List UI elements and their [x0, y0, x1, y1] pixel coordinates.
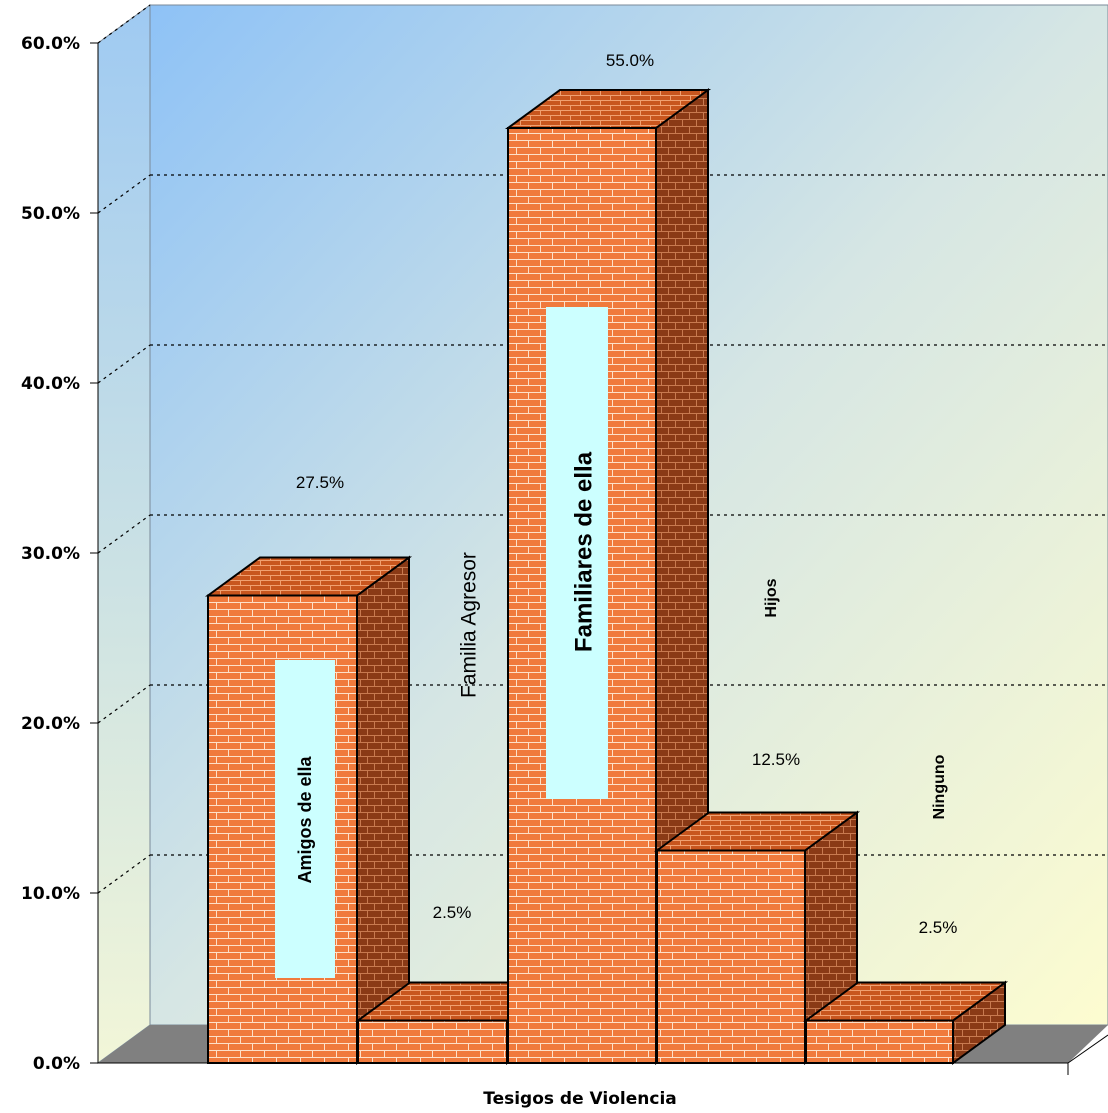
bar: [357, 1019, 508, 1064]
y-tick-label: 50.0%: [21, 204, 80, 224]
data-label: 55.0%: [606, 51, 654, 70]
x-axis-end-diag: [1067, 1034, 1108, 1064]
y-tick-label: 30.0%: [21, 544, 80, 564]
category-label: Familia Agresor: [458, 552, 481, 698]
bar-side: [356, 555, 410, 1065]
data-label: 2.5%: [919, 918, 958, 937]
category-label: Familiares de ella: [570, 451, 597, 652]
side-wall: [97, 4, 151, 1064]
category-label: Hijos: [763, 578, 780, 617]
category-label-box: [275, 660, 335, 978]
x-axis-title: Tesigos de Violencia: [483, 1089, 677, 1109]
y-tick-label: 60.0%: [21, 34, 80, 54]
y-tick-label: 40.0%: [21, 374, 80, 394]
y-axis: 0.0% 10.0% 20.0% 30.0% 40.0% 50.0% 60.0%: [21, 34, 99, 1074]
category-label-box: [546, 307, 608, 799]
data-label: 12.5%: [752, 750, 800, 769]
y-tick-label: 10.0%: [21, 884, 80, 904]
category-label: Amigos de ella: [295, 755, 315, 883]
y-tick-label: 0.0%: [33, 1054, 80, 1074]
data-label: 27.5%: [296, 473, 344, 492]
y-tick-label: 20.0%: [21, 714, 80, 734]
bar: [656, 849, 806, 1064]
data-label: 2.5%: [433, 903, 472, 922]
data-labels: 27.5% Amigos de ella 2.5% Familia Agresor 55…: [275, 51, 957, 978]
bar: [805, 1019, 954, 1064]
category-label: Ninguno: [931, 754, 948, 819]
